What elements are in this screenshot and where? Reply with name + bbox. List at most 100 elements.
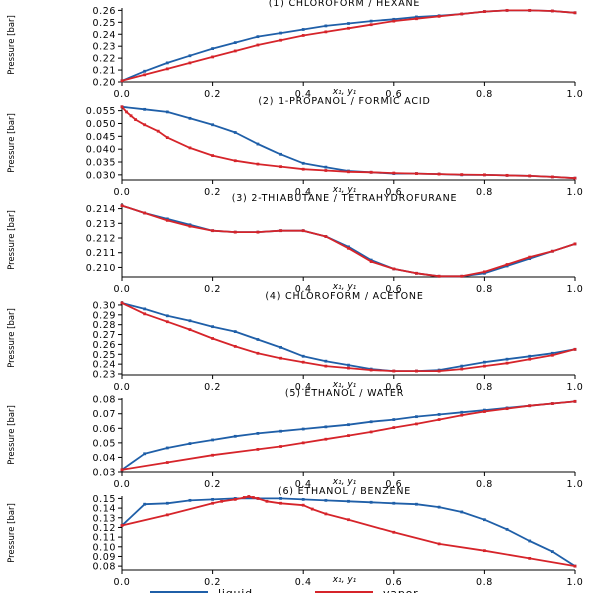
data-point-vapor <box>279 38 282 42</box>
series-liquid <box>120 105 577 180</box>
data-point-vapor <box>483 549 486 553</box>
x-tick-label: 0.8 <box>476 187 493 198</box>
legend-vapor-label: vapor <box>383 587 419 593</box>
data-point-liquid <box>256 431 260 435</box>
data-point-liquid <box>505 527 509 531</box>
data-point-liquid <box>324 165 328 169</box>
data-point-vapor <box>324 364 328 368</box>
data-point-vapor <box>188 146 192 150</box>
x-tick-label: 0.2 <box>204 479 221 490</box>
data-point-liquid <box>369 420 373 424</box>
series-line-vapor <box>121 400 576 471</box>
data-point-liquid <box>415 415 418 419</box>
data-point-vapor <box>437 542 441 546</box>
y-tick-label: 0.21 <box>92 66 116 77</box>
x-tick-label: 0.4 <box>295 577 312 588</box>
data-point-liquid <box>188 498 192 502</box>
y-tick-label: 0.03 <box>92 468 116 479</box>
data-point-vapor <box>165 320 169 324</box>
data-point-vapor <box>347 518 350 522</box>
data-point-vapor <box>256 162 260 166</box>
data-point-liquid <box>143 502 147 506</box>
data-point-liquid <box>505 357 509 361</box>
y-tick-label: 0.035 <box>86 158 116 169</box>
data-point-vapor <box>256 448 260 451</box>
data-point-vapor <box>483 410 486 413</box>
chart-title: (4) CHLOROFORM / ACETONE <box>265 291 423 302</box>
y-axis-label: Pressure [bar] <box>7 503 17 563</box>
y-axis-label: Pressure [bar] <box>7 210 17 270</box>
data-point-liquid <box>143 69 147 73</box>
data-point-vapor <box>573 399 577 403</box>
data-point-vapor <box>165 513 169 517</box>
data-point-liquid <box>143 307 147 311</box>
series-line-vapor <box>121 495 576 567</box>
data-point-vapor <box>415 422 418 426</box>
y-tick-label: 0.06 <box>92 424 116 435</box>
x-tick-label: 0.6 <box>385 187 402 198</box>
y-tick-label: 0.045 <box>86 132 116 143</box>
y-axis-label: Pressure [bar] <box>7 113 17 173</box>
data-point-liquid <box>165 61 169 65</box>
x-tick-label: 0.8 <box>476 89 493 100</box>
x-axis-label: x₁, y₁ <box>332 87 357 97</box>
x-axis-label: x₁, y₁ <box>332 380 357 390</box>
data-point-vapor <box>211 453 214 457</box>
y-tick-label: 0.23 <box>92 370 116 381</box>
data-point-vapor <box>324 169 328 172</box>
data-point-vapor <box>156 129 160 133</box>
data-point-vapor <box>220 499 224 503</box>
y-tick-label: 0.211 <box>86 248 116 259</box>
chart-title: (6) ETHANOL / BENZENE <box>278 486 411 497</box>
data-point-vapor <box>573 242 577 246</box>
data-point-liquid <box>301 497 305 501</box>
data-point-vapor <box>324 512 328 516</box>
data-point-vapor <box>573 564 577 568</box>
series-line-vapor <box>121 302 576 373</box>
data-point-liquid <box>324 498 328 502</box>
data-point-vapor <box>324 30 328 34</box>
x-tick-label: 0.0 <box>114 187 131 198</box>
data-point-liquid <box>211 497 214 501</box>
x-tick-label: 0.8 <box>476 382 493 393</box>
data-point-liquid <box>211 123 214 127</box>
x-tick-label: 0.0 <box>114 479 131 490</box>
x-tick-label: 1.0 <box>567 89 584 100</box>
data-point-liquid <box>233 41 237 45</box>
chart-panel-5: (5) ETHANOL / WATER 0.03 0.04 0.05 0.06 0.07 0… <box>7 388 583 490</box>
data-point-vapor <box>188 224 192 228</box>
data-point-liquid <box>211 438 214 442</box>
data-point-liquid <box>528 354 532 358</box>
data-point-liquid <box>279 345 282 349</box>
data-point-vapor <box>120 79 124 83</box>
data-point-liquid <box>279 31 282 35</box>
x-tick-label: 0.2 <box>204 89 221 100</box>
data-point-vapor <box>505 8 509 12</box>
data-point-vapor <box>165 136 169 140</box>
data-point-vapor <box>392 171 396 175</box>
y-tick-label: 0.040 <box>86 145 116 156</box>
y-tick-label: 0.28 <box>92 320 116 331</box>
series-line-vapor <box>121 9 576 82</box>
x-tick-label: 0.4 <box>295 187 312 198</box>
data-point-vapor <box>165 67 169 71</box>
series-vapor <box>120 399 577 472</box>
data-point-vapor <box>120 468 124 472</box>
y-tick-label: 0.22 <box>92 54 116 65</box>
data-point-vapor <box>242 496 246 499</box>
chart-panel-6: (6) ETHANOL / BENZENE0.080.090.100.110.1… <box>7 486 583 588</box>
data-point-vapor <box>369 430 373 434</box>
data-point-liquid <box>369 258 373 262</box>
data-point-vapor <box>483 270 486 274</box>
data-point-vapor <box>211 55 214 59</box>
y-tick-label: 0.050 <box>86 119 116 130</box>
data-point-liquid <box>392 17 396 21</box>
data-point-liquid <box>165 501 169 505</box>
data-point-liquid <box>550 550 554 554</box>
data-point-liquid <box>279 429 282 433</box>
data-point-vapor <box>324 437 328 441</box>
series-vapor <box>120 301 577 373</box>
x-tick-label: 0.4 <box>295 479 312 490</box>
data-point-vapor <box>369 260 373 263</box>
